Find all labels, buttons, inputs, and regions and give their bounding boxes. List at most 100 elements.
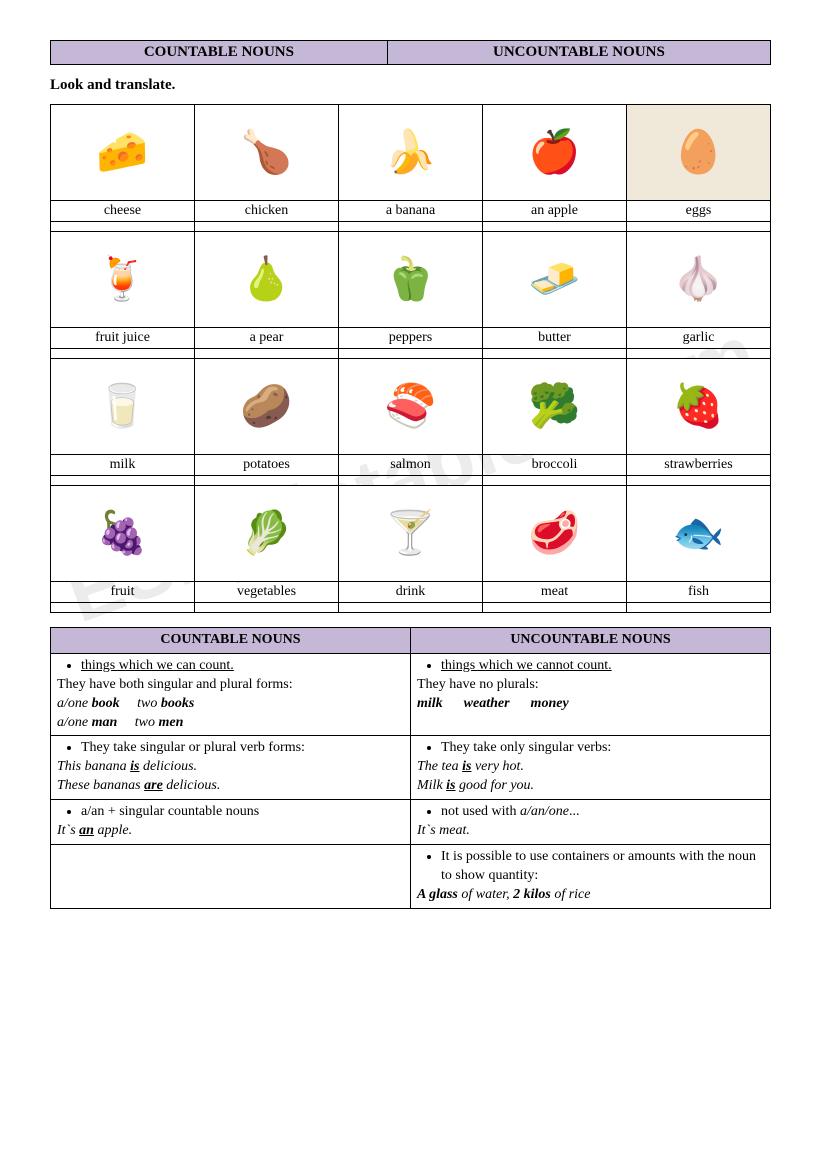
spacer-cell [339,476,483,486]
rule-example: milk weather money [417,695,764,714]
food-image-cell: 🍎 [483,105,627,201]
rule-bullet: things which we cannot count. [441,657,764,676]
food-label: fruit [51,582,195,603]
rule-example: Milk is good for you. [417,777,764,796]
food-icon: 🧈 [483,232,626,327]
spacer-cell [627,603,771,613]
food-grid-table: 🧀🍗🍌🍎🥚cheesechickena bananaan appleeggs🍹🍐… [50,104,771,613]
rules-cell-countable: things which we can count.They have both… [51,653,411,736]
food-icon: 🥬 [195,486,338,581]
food-icon: 🫑 [339,232,482,327]
spacer-cell [627,349,771,359]
rules-cell-countable: a/an + singular countable nounsIt`s an a… [51,800,411,845]
spacer-cell [483,476,627,486]
food-image-cell: 🍓 [627,359,771,455]
food-image-cell: 🥦 [483,359,627,455]
rules-cell-countable: They take singular or plural verb forms:… [51,736,411,800]
rules-cell-uncountable: things which we cannot count.They have n… [411,653,771,736]
food-image-cell: 🧄 [627,232,771,328]
food-image-cell: 🧀 [51,105,195,201]
spacer-cell [483,222,627,232]
rule-bullet: a/an + singular countable nouns [81,803,404,822]
food-icon: 🥚 [627,105,770,200]
spacer-cell [51,222,195,232]
spacer-cell [627,476,771,486]
food-image-cell: 🍣 [339,359,483,455]
food-image-cell: 🥛 [51,359,195,455]
rule-bullet: They take only singular verbs: [441,739,764,758]
food-image-cell: 🥬 [195,486,339,582]
food-icon: 🥛 [51,359,194,454]
food-image-cell: 🥩 [483,486,627,582]
rule-bullet: It is possible to use containers or amou… [441,848,764,886]
rule-example: It`s meat. [417,822,764,841]
food-icon: 🍇 [51,486,194,581]
food-icon: 🍌 [339,105,482,200]
top-header-table: COUNTABLE NOUNS UNCOUNTABLE NOUNS [50,40,771,65]
food-image-cell: 🫑 [339,232,483,328]
spacer-cell [483,349,627,359]
header-countable: COUNTABLE NOUNS [51,41,388,65]
spacer-cell [627,222,771,232]
food-icon: 🍓 [627,359,770,454]
food-label: cheese [51,201,195,222]
spacer-cell [195,603,339,613]
food-label: potatoes [195,455,339,476]
spacer-cell [195,222,339,232]
food-label: milk [51,455,195,476]
food-icon: 🍸 [339,486,482,581]
rules-cell-uncountable: They take only singular verbs:The tea is… [411,736,771,800]
spacer-cell [339,603,483,613]
rules-cell-countable [51,844,411,908]
rules-header-uncountable: UNCOUNTABLE NOUNS [411,628,771,654]
rule-example: A glass of water, 2 kilos of rice [417,886,764,905]
food-image-cell: 🍸 [339,486,483,582]
food-label: strawberries [627,455,771,476]
food-label: a pear [195,328,339,349]
rule-example: The tea is very hot. [417,758,764,777]
spacer-cell [339,349,483,359]
rule-bullet: things which we can count. [81,657,404,676]
rule-bullet: They take singular or plural verb forms: [81,739,404,758]
food-label: vegetables [195,582,339,603]
food-icon: 🍣 [339,359,482,454]
food-label: fish [627,582,771,603]
spacer-cell [51,349,195,359]
instruction-text: Look and translate. [50,77,771,94]
food-icon: 🧄 [627,232,770,327]
spacer-cell [339,222,483,232]
rules-cell-uncountable: not used with a/an/one...It`s meat. [411,800,771,845]
header-uncountable: UNCOUNTABLE NOUNS [387,41,770,65]
spacer-cell [195,476,339,486]
spacer-cell [51,603,195,613]
food-label: broccoli [483,455,627,476]
food-label: chicken [195,201,339,222]
rule-text: They have no plurals: [417,676,764,695]
spacer-cell [51,476,195,486]
food-icon: 🥩 [483,486,626,581]
food-image-cell: 🍹 [51,232,195,328]
food-image-cell: 🍗 [195,105,339,201]
food-icon: 🍗 [195,105,338,200]
rules-table: COUNTABLE NOUNS UNCOUNTABLE NOUNS things… [50,627,771,909]
food-label: drink [339,582,483,603]
food-image-cell: 🍇 [51,486,195,582]
rule-text: They have both singular and plural forms… [57,676,404,695]
food-label: peppers [339,328,483,349]
spacer-cell [483,603,627,613]
food-label: butter [483,328,627,349]
food-image-cell: 🥚 [627,105,771,201]
food-icon: 🧀 [51,105,194,200]
food-image-cell: 🍐 [195,232,339,328]
food-icon: 🥦 [483,359,626,454]
food-label: an apple [483,201,627,222]
food-image-cell: 🐟 [627,486,771,582]
food-label: salmon [339,455,483,476]
rule-example: This banana is delicious. [57,758,404,777]
spacer-cell [195,349,339,359]
food-icon: 🍎 [483,105,626,200]
food-icon: 🥔 [195,359,338,454]
food-label: a banana [339,201,483,222]
food-label: garlic [627,328,771,349]
food-label: fruit juice [51,328,195,349]
